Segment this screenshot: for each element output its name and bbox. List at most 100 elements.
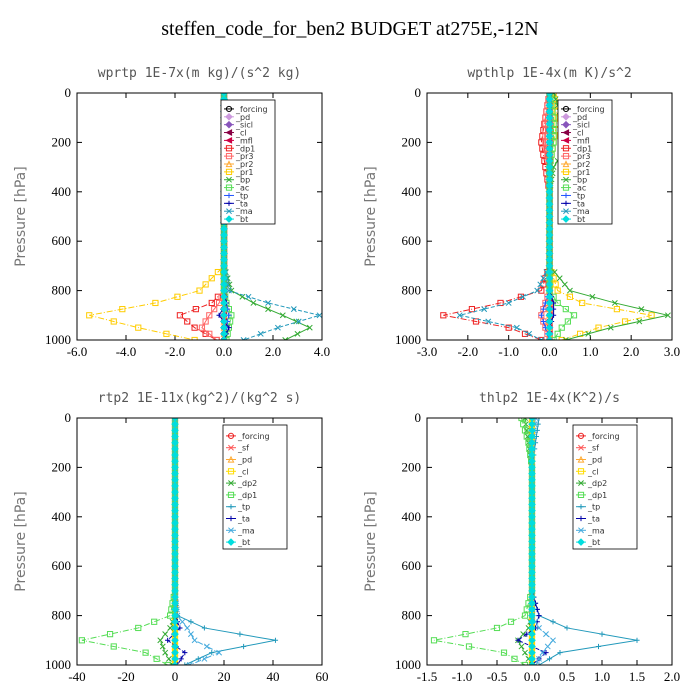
legend-label: _cl xyxy=(587,467,599,476)
legend-label: _ma xyxy=(235,207,253,216)
series-point-tp xyxy=(595,643,602,650)
series-point-ma xyxy=(485,318,492,325)
series-point-dp1 xyxy=(462,631,469,638)
legend-marker xyxy=(562,120,570,129)
series-point-dp1 xyxy=(521,612,529,619)
series-point-dp1 xyxy=(472,318,480,325)
panel-title: thlp2 1E-4x(K^2)/s xyxy=(479,391,620,406)
x-tick-label: 2.0 xyxy=(265,344,281,359)
series-point-dp1 xyxy=(521,427,529,434)
series-point-ma xyxy=(520,293,526,300)
series-point-ma xyxy=(290,306,297,313)
series-point-ma xyxy=(543,631,549,638)
series-point-ma xyxy=(456,312,463,319)
x-tick-label: 3.0 xyxy=(664,344,680,359)
plot-area xyxy=(440,93,671,340)
y-tick-label: 800 xyxy=(52,283,72,298)
legend-label: _pd xyxy=(572,113,587,122)
series-point-ma xyxy=(240,337,247,340)
series-point-pr1 xyxy=(208,275,215,282)
series-point-ma xyxy=(550,637,556,644)
legend-label: _sf xyxy=(587,444,599,453)
legend-label: _pr3 xyxy=(235,152,253,161)
x-tick-label: -20 xyxy=(117,669,134,684)
plot-frame xyxy=(426,92,673,341)
legend-marker xyxy=(562,105,570,113)
series-point-ma xyxy=(539,649,546,656)
series-point-dp1 xyxy=(106,631,114,638)
series-point-ma xyxy=(179,618,186,625)
y-tick-label: 1000 xyxy=(395,332,421,347)
y-tick-label: 200 xyxy=(402,459,422,474)
series-point-ma xyxy=(257,330,264,337)
series-point-pr1 xyxy=(566,293,574,300)
legend-label: _dp1 xyxy=(572,144,592,153)
legend-label: _forcing xyxy=(572,105,605,114)
legend-label: _tp xyxy=(235,191,248,200)
x-tick-label: -6.0 xyxy=(67,344,88,359)
series-point-tp xyxy=(272,637,279,643)
series-point-tp xyxy=(538,312,544,318)
series-point-dp1 xyxy=(507,618,515,625)
series-point-ta xyxy=(174,662,181,665)
series-point-tp xyxy=(634,637,640,643)
legend-label: _forcing xyxy=(587,432,620,441)
series-point-bp xyxy=(589,293,596,300)
x-tick-label: -0.5 xyxy=(487,669,508,684)
legend-label: _sicl xyxy=(572,121,590,130)
panel-title: wpthlp 1E-4x(m K)/s^2 xyxy=(467,66,631,81)
series-point-dp1 xyxy=(191,324,198,331)
legend-marker xyxy=(228,504,234,510)
legend-marker xyxy=(562,136,570,144)
series-point-ma xyxy=(245,293,252,300)
legend-label: _bp xyxy=(572,176,587,185)
x-tick-label: 0.5 xyxy=(559,669,575,684)
series-point-tp xyxy=(535,421,541,427)
series-point-ma xyxy=(538,337,545,340)
series-point-ma xyxy=(513,324,520,331)
y-tick-label: 0 xyxy=(65,410,72,425)
y-tick-label: 400 xyxy=(52,184,72,199)
legend-marker xyxy=(225,160,233,168)
series-point-ma xyxy=(186,662,193,665)
series-point-bt xyxy=(171,661,179,665)
series-point-dp2 xyxy=(157,637,164,644)
legend-marker xyxy=(577,538,585,546)
series-point-bp xyxy=(585,330,592,337)
plot-frame xyxy=(76,92,323,341)
legend-label: _ac xyxy=(572,184,586,193)
series-point-dp1 xyxy=(538,287,545,294)
series-point-tp xyxy=(536,418,542,421)
x-tick-label: 60 xyxy=(316,669,329,684)
series-point-dp1 xyxy=(110,643,117,650)
legend-marker xyxy=(227,455,235,463)
legend-marker xyxy=(562,112,570,121)
series-point-dp1 xyxy=(142,649,149,656)
series-point-tp xyxy=(550,619,556,625)
series-point-ma xyxy=(295,318,302,325)
series-point-bp xyxy=(228,287,235,294)
legend-label: _mfl xyxy=(235,136,253,145)
series-point-ma xyxy=(274,324,281,331)
series-point-pr1 xyxy=(119,306,126,313)
series-point-ac xyxy=(554,330,561,337)
series-point-tp xyxy=(237,631,243,637)
series-point-bt xyxy=(220,336,228,340)
series-point-tp xyxy=(536,662,542,665)
x-tick-label: -40 xyxy=(68,669,85,684)
plot-panel-4: thlp2 1E-4x(K^2)/s Pressure [hPa] -1.5 -1.0… xyxy=(363,391,680,684)
legend: _forcing_pd_sicl_cl_mfl_dp1_pr3_pr2_pr1_… xyxy=(220,99,276,225)
series-point-bp xyxy=(306,324,313,331)
legend-marker xyxy=(225,136,233,144)
legend: _forcing _sf _pd _cl _dp2 _dp1 _tp _ta _ma _bt xyxy=(222,424,288,550)
series-point-pr1 xyxy=(202,281,209,288)
x-tick-label: -2.0 xyxy=(458,344,479,359)
legend-label: _cl xyxy=(235,129,247,138)
series-point-tp xyxy=(182,662,188,665)
series-point-dp1 xyxy=(468,306,476,313)
legend-label: _ta xyxy=(237,515,250,524)
plot-frame xyxy=(426,417,673,666)
series-point-ac xyxy=(564,318,571,325)
legend-label: _bt xyxy=(235,215,248,224)
series-point-tp xyxy=(546,656,553,662)
